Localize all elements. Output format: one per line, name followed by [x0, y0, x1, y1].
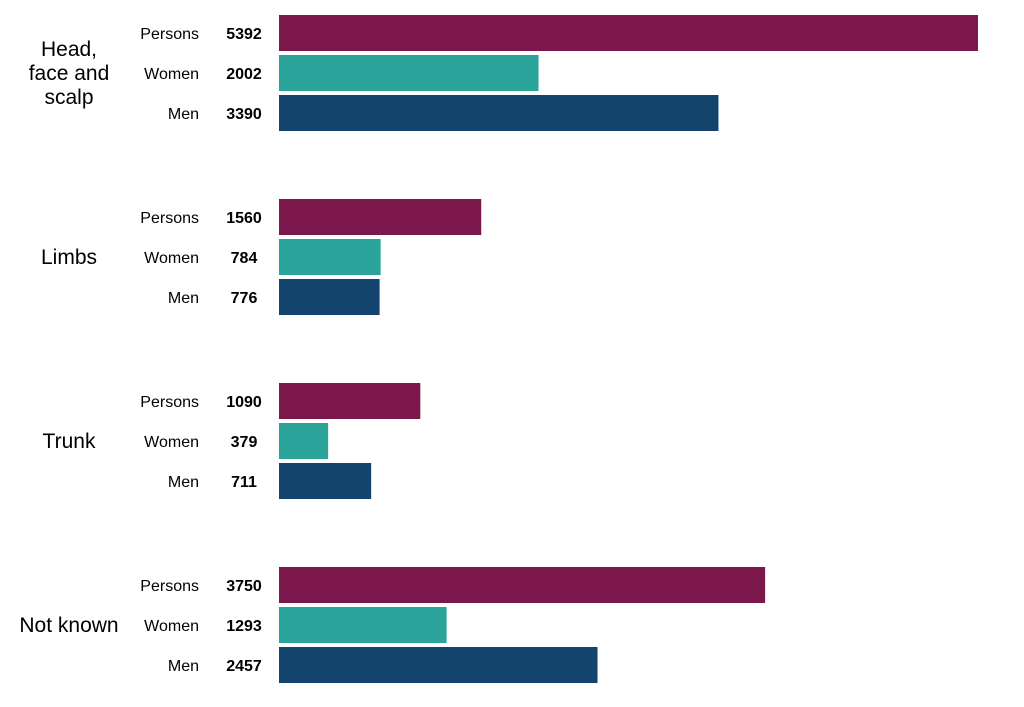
data-label: 784	[231, 250, 258, 267]
series-label: Persons	[140, 210, 199, 227]
bar-women	[279, 423, 329, 459]
category-label: Head,	[41, 38, 97, 61]
bar-women	[279, 55, 539, 91]
series-label: Men	[168, 290, 199, 307]
category-label: scalp	[44, 86, 93, 109]
series-label: Men	[168, 106, 199, 123]
bar-persons	[279, 199, 482, 235]
category-label: Not known	[19, 614, 118, 637]
data-label: 2457	[226, 658, 262, 675]
series-label: Women	[144, 618, 199, 635]
series-label: Persons	[140, 578, 199, 595]
data-label: 1090	[226, 394, 262, 411]
bar-women	[279, 607, 447, 643]
series-label: Men	[168, 474, 199, 491]
category-label: Trunk	[43, 430, 96, 453]
series-label: Persons	[140, 394, 199, 411]
bar-men	[279, 95, 719, 131]
bar-men	[279, 463, 372, 499]
bar-women	[279, 239, 381, 275]
data-label: 5392	[226, 26, 262, 43]
data-label: 2002	[226, 66, 262, 83]
data-label: 3750	[226, 578, 262, 595]
bar-persons	[279, 15, 978, 51]
series-label: Persons	[140, 26, 199, 43]
bar-persons	[279, 567, 766, 603]
data-label: 1560	[226, 210, 262, 227]
bar-persons	[279, 383, 421, 419]
data-label: 379	[231, 434, 258, 451]
bar-men	[279, 279, 380, 315]
category-label: face and	[29, 62, 110, 85]
data-label: 3390	[226, 106, 262, 123]
data-label: 711	[231, 474, 257, 491]
series-label: Men	[168, 658, 199, 675]
series-label: Women	[144, 434, 199, 451]
data-label: 776	[231, 290, 258, 307]
data-label: 1293	[226, 618, 262, 635]
series-label: Women	[144, 66, 199, 83]
series-label: Women	[144, 250, 199, 267]
bar-men	[279, 647, 598, 683]
category-label: Limbs	[41, 246, 97, 269]
